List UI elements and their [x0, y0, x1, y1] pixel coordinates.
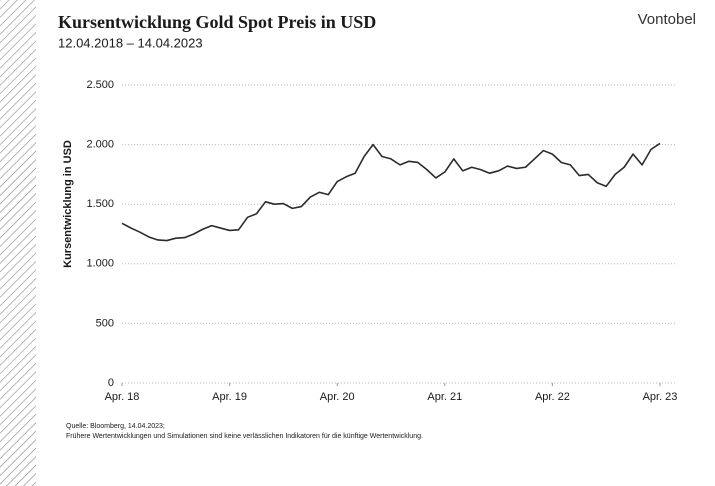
x-tick-label: Apr. 18 — [105, 391, 140, 403]
y-tick-label: 2.500 — [86, 79, 114, 91]
price-line — [121, 142, 661, 242]
hatch-strip — [0, 0, 36, 486]
y-tick-label: 1.000 — [86, 258, 114, 270]
brand-logo: Vontobel — [638, 11, 696, 28]
chart-subtitle: 12.04.2018 – 14.04.2023 — [58, 35, 203, 50]
y-tick-label: 500 — [96, 317, 114, 329]
y-tick-label: 0 — [108, 377, 114, 389]
x-tick-label: Apr. 20 — [320, 391, 355, 403]
source-note: Quelle: Bloomberg, 14.04.2023; — [66, 423, 165, 430]
x-tick-label: Apr. 19 — [212, 391, 247, 403]
x-tick-label: Apr. 22 — [535, 391, 570, 403]
disclaimer: Frühere Wertentwicklungen und Simulation… — [66, 433, 423, 440]
y-axis-label: Kursentwicklung in USD — [62, 140, 74, 268]
y-tick-label: 1.500 — [86, 198, 114, 210]
chart-title: Kursentwicklung Gold Spot Preis in USD — [58, 12, 376, 32]
x-tick-label: Apr. 23 — [643, 391, 678, 403]
x-tick-label: Apr. 21 — [427, 391, 462, 403]
y-tick-label: 2.000 — [86, 139, 114, 151]
